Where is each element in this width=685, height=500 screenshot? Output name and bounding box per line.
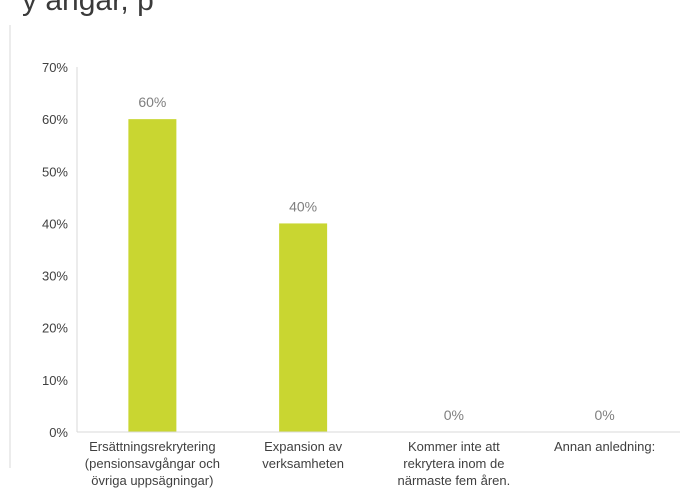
x-category-label: närmaste fem åren. <box>398 473 511 488</box>
y-tick-label: 70% <box>42 60 68 75</box>
y-tick-label: 0% <box>49 425 68 440</box>
x-category-label: Expansion av <box>264 439 343 454</box>
data-label: 0% <box>444 407 464 423</box>
x-category-label: Annan anledning: <box>554 439 655 454</box>
x-category-label: Kommer inte att <box>408 439 500 454</box>
bars <box>128 119 328 433</box>
bar <box>279 223 328 432</box>
x-category-label: övriga uppsägningar) <box>91 473 213 488</box>
x-axis-categories: Ersättningsrekrytering (pensionsavgångar … <box>85 439 655 488</box>
x-category-label: rekrytera inom de <box>403 456 504 471</box>
bar <box>128 119 177 433</box>
y-tick-label: 10% <box>42 373 68 388</box>
data-label: 40% <box>289 198 317 214</box>
y-tick-label: 40% <box>42 216 68 231</box>
y-tick-label: 30% <box>42 269 68 284</box>
x-category-label: (pensionsavgångar och <box>85 456 220 471</box>
data-label: 60% <box>138 94 166 110</box>
y-tick-label: 60% <box>42 112 68 127</box>
x-category-label: Ersättningsrekrytering <box>89 439 215 454</box>
data-labels: 60% 40% 0% 0% <box>138 94 614 423</box>
data-label: 0% <box>595 407 615 423</box>
chart-title-cropped: y ängar, p <box>22 0 154 17</box>
y-axis: 0% 10% 20% 30% 40% 50% 60% 70% <box>42 60 78 440</box>
y-tick-label: 50% <box>42 164 68 179</box>
x-category-label: verksamheten <box>262 456 344 471</box>
y-tick-label: 20% <box>42 321 68 336</box>
